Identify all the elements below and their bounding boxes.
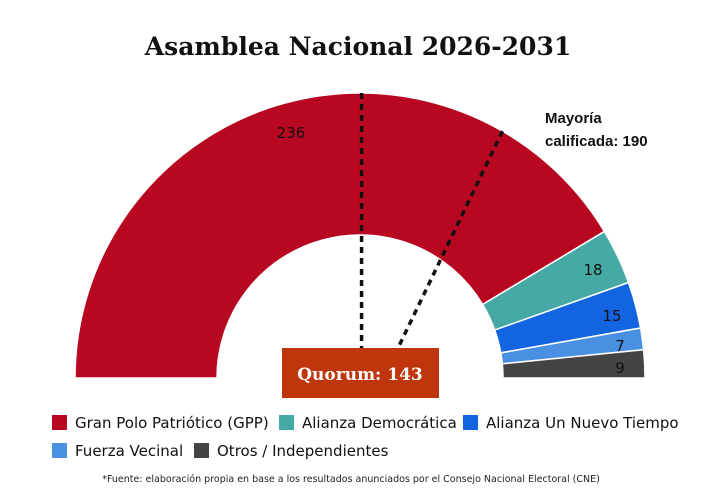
- legend-swatch-gran-polo-patriotico-gpp: [52, 415, 67, 430]
- legend-swatch-alianza-democratica: [279, 415, 294, 430]
- seat-labels: 236 18 15 7 9: [277, 124, 625, 377]
- legend-swatch-fuerza-vecinal: [52, 443, 67, 458]
- seat-label-otros-independientes: 9: [615, 359, 625, 377]
- legend-label-fuerza-vecinal: Fuerza Vecinal: [75, 442, 183, 460]
- legend-label-alianza-un-nuevo-tiempo: Alianza Un Nuevo Tiempo: [486, 414, 679, 432]
- legend-swatch-otros-independientes: [194, 443, 209, 458]
- seat-label-alianza-democratica: 18: [583, 261, 602, 279]
- legend-swatch-alianza-un-nuevo-tiempo: [463, 415, 478, 430]
- legend-label-otros-independientes: Otros / Independientes: [217, 442, 389, 460]
- supermajority-label-line-2: calificada: 190: [545, 133, 648, 150]
- quorum-box: [282, 348, 439, 398]
- supermajority-line: [396, 130, 505, 349]
- seat-arcs: [74, 92, 646, 379]
- chart-title: Asamblea Nacional 2026-2031: [144, 32, 571, 61]
- legend: Gran Polo Patriótico (GPP) Alianza Democr…: [52, 414, 679, 460]
- supermajority-label-line-1: Mayoría: [545, 110, 602, 127]
- source-note: *Fuente: elaboración propia en base a lo…: [102, 474, 600, 485]
- seat-segment-otros-independientes: [501, 348, 646, 379]
- seat-label-fuerza-vecinal: 7: [615, 337, 625, 355]
- legend-label-gran-polo-patriotico-gpp: Gran Polo Patriótico (GPP): [75, 414, 269, 432]
- threshold-lines: [359, 93, 505, 349]
- legend-label-alianza-democratica: Alianza Democrática: [302, 414, 457, 432]
- seat-label-alianza-un-nuevo-tiempo: 15: [602, 307, 621, 325]
- seat-label-gran-polo-patriotico-gpp: 236: [277, 124, 306, 142]
- seat-segment-gran-polo-patriotico-gpp: [74, 92, 606, 379]
- quorum-label: Quorum: 143: [297, 365, 423, 385]
- annotations: Quorum: 143 Mayoría calificada: 190: [282, 110, 648, 398]
